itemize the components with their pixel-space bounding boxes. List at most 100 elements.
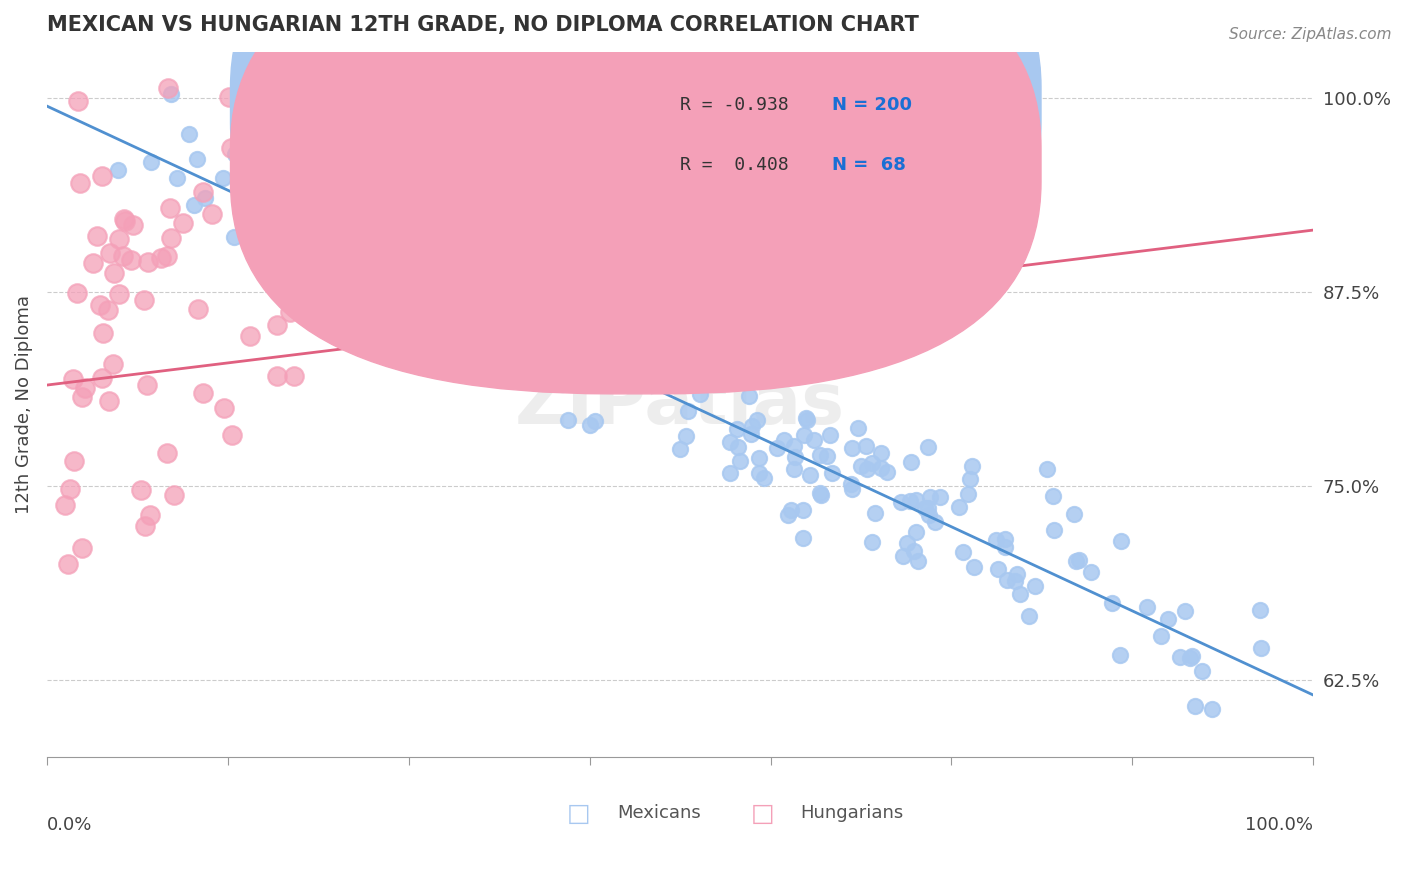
Point — [394, 217, 416, 231]
Point — [671, 296, 693, 310]
Point — [302, 275, 325, 289]
Point — [605, 332, 627, 346]
Point — [252, 202, 274, 217]
Point — [519, 325, 541, 339]
Point — [114, 214, 136, 228]
Point — [224, 229, 246, 244]
Point — [717, 350, 740, 364]
Point — [1004, 574, 1026, 588]
Point — [357, 114, 380, 128]
Point — [70, 390, 93, 404]
Point — [900, 455, 922, 469]
Point — [502, 370, 524, 384]
Point — [727, 441, 749, 455]
Point — [917, 501, 939, 516]
Point — [433, 291, 456, 305]
Point — [371, 244, 394, 259]
Point — [183, 197, 205, 211]
Point — [1168, 650, 1191, 665]
Point — [488, 331, 510, 345]
Point — [409, 76, 432, 90]
Point — [266, 318, 288, 333]
Y-axis label: 12th Grade, No Diploma: 12th Grade, No Diploma — [15, 295, 32, 514]
Point — [1174, 604, 1197, 618]
Point — [120, 252, 142, 267]
Point — [538, 294, 561, 309]
Point — [283, 369, 305, 384]
Point — [752, 360, 775, 375]
Point — [846, 421, 869, 435]
Point — [808, 448, 831, 462]
Point — [526, 351, 548, 366]
Point — [860, 534, 883, 549]
Point — [624, 349, 647, 363]
Point — [1178, 651, 1201, 665]
Point — [796, 412, 818, 426]
Point — [534, 359, 557, 374]
Point — [430, 241, 453, 255]
Point — [1042, 523, 1064, 537]
Point — [249, 144, 271, 158]
Point — [299, 213, 322, 227]
Point — [464, 319, 486, 334]
Point — [53, 498, 76, 512]
Point — [792, 532, 814, 546]
Point — [870, 461, 893, 475]
Point — [748, 451, 770, 466]
Point — [862, 456, 884, 470]
Point — [564, 338, 586, 352]
Point — [73, 381, 96, 395]
Point — [959, 472, 981, 486]
Point — [70, 541, 93, 556]
Point — [782, 439, 804, 453]
Point — [139, 154, 162, 169]
Point — [914, 501, 936, 516]
Point — [994, 532, 1017, 546]
Point — [160, 230, 183, 244]
Point — [111, 249, 134, 263]
Point — [432, 303, 454, 318]
Point — [291, 261, 314, 276]
Point — [621, 357, 644, 371]
Point — [963, 560, 986, 574]
Point — [918, 490, 941, 504]
Point — [1250, 640, 1272, 655]
Point — [1181, 648, 1204, 663]
Point — [1063, 508, 1085, 522]
Point — [82, 256, 104, 270]
FancyBboxPatch shape — [585, 66, 965, 203]
Point — [98, 246, 121, 260]
Point — [270, 140, 292, 154]
Point — [929, 490, 952, 504]
Point — [495, 314, 517, 328]
Point — [212, 171, 235, 186]
Point — [454, 285, 477, 300]
Point — [134, 518, 156, 533]
Point — [62, 371, 84, 385]
Point — [323, 254, 346, 268]
Point — [994, 540, 1017, 554]
Text: N =  68: N = 68 — [832, 156, 905, 174]
Point — [352, 237, 374, 252]
Point — [56, 558, 79, 572]
Point — [108, 287, 131, 301]
Text: R = -0.938: R = -0.938 — [681, 95, 789, 113]
Point — [803, 433, 825, 447]
Point — [738, 389, 761, 403]
Point — [1150, 629, 1173, 643]
Point — [855, 439, 877, 453]
Point — [948, 500, 970, 514]
Point — [66, 286, 89, 301]
Point — [336, 264, 359, 278]
Point — [91, 169, 114, 184]
Point — [1064, 554, 1087, 568]
Point — [794, 411, 817, 425]
Point — [218, 90, 240, 104]
Point — [382, 285, 405, 299]
Point — [172, 216, 194, 230]
Point — [1184, 699, 1206, 714]
Point — [135, 377, 157, 392]
Point — [849, 459, 872, 474]
Point — [139, 508, 162, 522]
Point — [917, 440, 939, 454]
